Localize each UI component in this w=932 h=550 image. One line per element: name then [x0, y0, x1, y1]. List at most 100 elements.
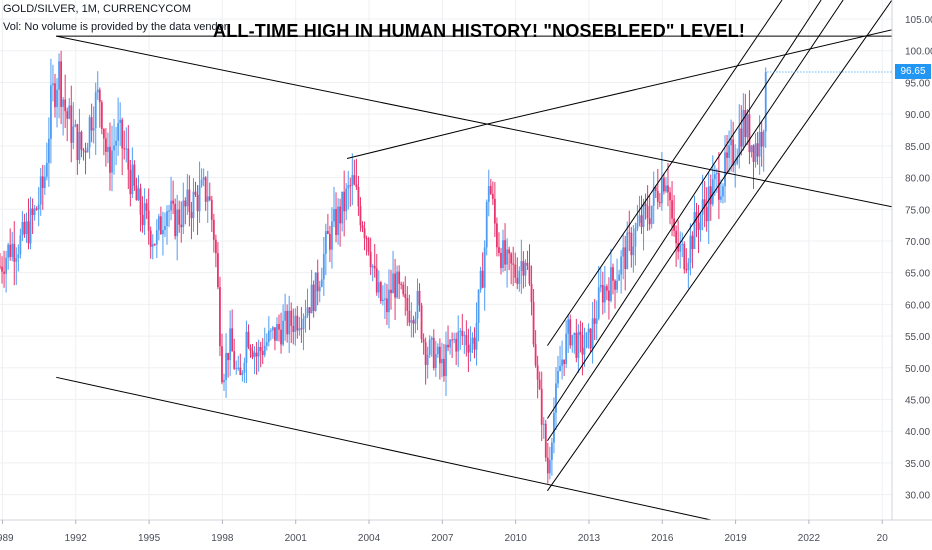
candle-body [284, 310, 287, 321]
trendline[interactable] [547, 0, 783, 346]
candle-body [479, 270, 482, 290]
candle-body [72, 126, 75, 143]
trendline[interactable] [547, 0, 893, 492]
trendline[interactable] [56, 376, 712, 521]
candle-body [249, 347, 252, 351]
candle-body [736, 156, 739, 164]
candle-body [449, 339, 451, 348]
candle-body [237, 367, 240, 369]
candle-body [329, 233, 331, 250]
candle-body [550, 442, 553, 460]
candle-body [259, 347, 262, 351]
candle-body [534, 344, 537, 366]
candle-body [738, 128, 741, 157]
candle-body [111, 150, 113, 173]
trendline[interactable] [56, 35, 893, 208]
candle-body [239, 367, 242, 375]
candle-body [701, 199, 704, 215]
time-tick-label: 2007 [431, 533, 454, 544]
candle-body [467, 345, 470, 353]
candle-body [54, 83, 56, 108]
candle-body [540, 388, 543, 425]
candle-body [412, 320, 415, 324]
candle-body [343, 191, 346, 212]
candle-body [11, 243, 14, 257]
candle-body [548, 459, 551, 474]
candle-body [365, 238, 368, 240]
candle-body [3, 271, 5, 274]
candle-body [685, 269, 688, 271]
candle-body [713, 174, 716, 180]
candle-body [74, 124, 77, 127]
candle-body [117, 123, 120, 141]
candle-body [357, 187, 360, 207]
candle-body [127, 148, 130, 170]
candle-body [752, 145, 755, 162]
time-tick-label: 2010 [505, 533, 528, 544]
candle-body [212, 219, 215, 240]
candle-body [326, 231, 329, 234]
candle-body [184, 200, 187, 207]
candle-body [13, 243, 16, 262]
candle-body [756, 143, 759, 157]
candle-body [663, 177, 665, 192]
candle-body [667, 185, 669, 193]
price-tick-label: 60.00 [905, 300, 930, 311]
candle-body [21, 221, 24, 236]
candle-body [78, 131, 81, 161]
candle-body [520, 261, 523, 271]
candle-body [691, 235, 694, 250]
candle-body [384, 298, 386, 300]
candle-body [518, 270, 521, 284]
candle-body [599, 284, 602, 288]
candle-body [491, 193, 494, 199]
candle-body [577, 331, 580, 358]
trendline[interactable] [346, 123, 487, 160]
candle-body [153, 244, 156, 246]
candle-body [375, 268, 378, 293]
candle-body [278, 324, 280, 330]
candle-body [5, 257, 8, 274]
trendline[interactable] [486, 29, 893, 125]
trendline[interactable] [547, 0, 844, 442]
time-axis[interactable]: 1989 1992 1995 1998 2001 2004 2007 2010 2013 2016… [0, 519, 932, 544]
candle-body [630, 232, 633, 256]
candle-body [638, 215, 641, 224]
candle-body [172, 200, 175, 204]
symbol-title[interactable]: GOLD/SILVER, 1M, CURRENCYCOM [3, 3, 192, 15]
candle-body [571, 334, 574, 346]
candle-body [703, 199, 706, 207]
candle-body [194, 191, 197, 195]
candle-body [512, 263, 515, 265]
candle-body [170, 200, 172, 211]
candle-body [337, 206, 339, 235]
candle-body [162, 230, 164, 235]
candle-body [532, 302, 535, 345]
candle-body [514, 264, 517, 278]
candle-body [149, 230, 152, 247]
candle-body [174, 203, 177, 237]
candle-body [176, 209, 179, 237]
candle-body [349, 185, 352, 187]
price-axis[interactable]: 105.00 100.00 95.00 90.00 85.00 80.00 75.00 70.… [891, 0, 932, 520]
candle-body [37, 204, 40, 210]
candle-body [52, 83, 54, 86]
candle-body [432, 337, 435, 369]
candle-body [626, 232, 629, 270]
candle-body [461, 330, 464, 337]
candle-body [143, 203, 146, 226]
candle-body [324, 231, 327, 254]
candle-body [310, 284, 313, 314]
candle-body [9, 244, 12, 257]
candle-body [381, 299, 384, 302]
candle-body [620, 256, 623, 275]
candle-body [339, 206, 342, 224]
candle-body [720, 196, 722, 200]
candle-body [544, 423, 547, 458]
candle-body [229, 328, 232, 361]
trendline[interactable] [547, 0, 822, 419]
candle-body [750, 145, 753, 153]
time-tick-label: 2022 [798, 533, 821, 544]
candle-body [455, 338, 458, 352]
